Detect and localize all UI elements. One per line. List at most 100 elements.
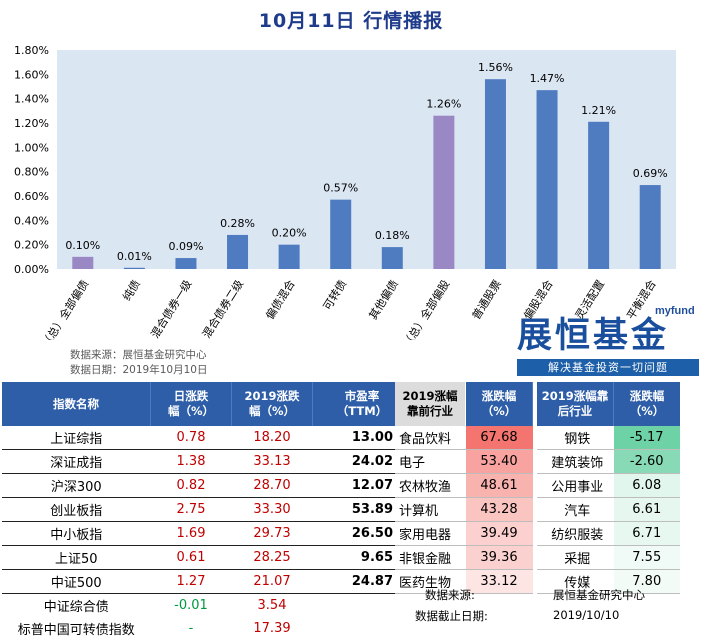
day-change: 1.27: [150, 569, 232, 594]
industry-row: 电子 53.40 建筑装饰 -2.60: [395, 449, 680, 474]
top-industry-change: 39.36: [465, 545, 533, 570]
bottom-industry-name: 传媒: [537, 569, 614, 594]
index-row: 中小板指 1.69 29.73 26.50: [2, 521, 411, 546]
y-tick-label: 0.60%: [14, 190, 49, 203]
ytd-change: 21.07: [231, 569, 313, 594]
pe-value: [313, 617, 412, 640]
pe-value: 53.89: [312, 497, 411, 522]
y-tick-label: 0.40%: [14, 214, 49, 227]
pe-value: 13.00: [312, 426, 411, 450]
index-row: 中证500 1.27 21.07 24.87: [2, 569, 411, 594]
bar-data-label: 1.56%: [478, 61, 513, 74]
bottom-industry-change: -2.60: [613, 449, 680, 474]
day-change: 0.61: [150, 545, 232, 570]
plot-area: [57, 50, 676, 269]
name: 创业板指: [2, 497, 151, 522]
chart-source: 数据来源：展恒基金研究中心: [70, 349, 207, 361]
y-tick-label: 1.00%: [14, 141, 49, 154]
y-tick-label: 1.40%: [14, 93, 49, 106]
header-index-name: 指数名称: [2, 382, 151, 426]
top-industry-name: 计算机: [395, 497, 466, 522]
bar-data-label: 0.01%: [117, 250, 152, 263]
name: 中证500: [2, 569, 151, 594]
industry-row: 非银金融 39.36 采掘 7.55: [395, 545, 680, 570]
top-industry-change: 48.61: [465, 473, 533, 498]
pe-value: 24.02: [312, 449, 411, 474]
day-change: 2.75: [150, 497, 232, 522]
bottom-industry-name: 采掘: [537, 545, 614, 570]
bar: [175, 258, 197, 269]
bar: [330, 199, 352, 269]
table-source-label: 数据来源:: [425, 588, 475, 602]
pe-value: 26.50: [312, 521, 411, 546]
day-change: 0.78: [150, 426, 232, 450]
index-table: 指数名称 日涨跌 幅（%） 2019涨跌 幅（%） 市盈率 （TTM） 上证综指…: [2, 382, 411, 640]
day-change: 1.38: [150, 449, 232, 474]
ytd-change: 29.73: [231, 521, 313, 546]
index-row: 标普中国可转债指数 - 17.39: [2, 617, 411, 640]
top-industry-name: 医药生物: [395, 569, 466, 594]
industry-row: 农林牧渔 48.61 公用事业 6.08: [395, 473, 680, 498]
bottom-industry-change: 7.80: [613, 569, 680, 594]
industry-row: 计算机 43.28 汽车 6.61: [395, 497, 680, 522]
index-row: 创业板指 2.75 33.30 53.89: [2, 497, 411, 522]
name: 上证50: [2, 545, 151, 570]
bottom-industry-name: 汽车: [537, 497, 614, 522]
bar: [123, 267, 145, 269]
bar-data-label: 1.47%: [530, 72, 565, 85]
industry-row: 家用电器 39.49 纺织服装 6.71: [395, 521, 680, 546]
pe-value: 24.87: [312, 569, 411, 594]
bottom-industry-name: 钢铁: [537, 426, 614, 450]
index-row: 上证综指 0.78 18.20 13.00: [2, 426, 411, 450]
top-industry-change: 53.40: [465, 449, 533, 474]
header-top-industry: 2019涨幅 靠前行业: [395, 382, 466, 426]
bar-data-label: 0.18%: [375, 229, 410, 242]
top-industry-name: 食品饮料: [395, 426, 466, 450]
x-tick-label: 混合债券一级: [148, 277, 195, 340]
table-cutoff-label: 数据截止日期:: [415, 609, 488, 623]
chart-date: 数据日期：2019年10月10日: [70, 364, 208, 376]
y-tick-label: 1.20%: [14, 117, 49, 130]
bar: [227, 234, 249, 269]
x-tick-label: （总）全部偏股: [400, 277, 453, 340]
bottom-industry-change: 6.08: [613, 473, 680, 498]
page-title: 10月11日 行情播报: [258, 10, 444, 32]
bar-data-label: 1.21%: [581, 104, 616, 117]
top-industry-change: 43.28: [465, 497, 533, 522]
bar-data-label: 0.69%: [633, 167, 668, 180]
y-tick-label: 1.80%: [14, 44, 49, 57]
day-change: -0.01: [174, 598, 208, 613]
day-change: 1.69: [150, 521, 232, 546]
bar: [433, 115, 455, 269]
x-tick-label: 可转债: [320, 277, 349, 312]
header-pe: 市盈率 （TTM）: [312, 382, 411, 426]
bar-data-label: 0.28%: [220, 217, 255, 230]
name: 中证综合债: [43, 600, 109, 615]
day-change: 0.82: [150, 473, 232, 498]
header-day-change: 日涨跌 幅（%）: [150, 382, 232, 426]
ytd-change: 17.39: [253, 621, 291, 636]
y-tick-label: 0.80%: [14, 166, 49, 179]
ytd-change: 28.70: [231, 473, 313, 498]
bar: [484, 79, 506, 269]
brand-slogan: 解决基金投资一切问题: [517, 359, 699, 376]
name: 沪深300: [2, 473, 151, 498]
bar-data-label: 0.09%: [168, 240, 203, 253]
bar-data-label: 1.26%: [426, 98, 461, 111]
top-industry-name: 非银金融: [395, 545, 466, 570]
y-tick-label: 0.20%: [14, 239, 49, 252]
industry-row: 医药生物 33.12 传媒 7.80: [395, 569, 680, 594]
pe-value: 12.07: [312, 473, 411, 498]
y-tick-label: 1.60%: [14, 68, 49, 81]
bar-data-label: 0.57%: [323, 182, 358, 195]
top-industry-change: 33.12: [465, 569, 533, 594]
top-industry-name: 家用电器: [395, 521, 466, 546]
bar: [381, 247, 403, 269]
header-bottom-industry: 2019涨幅靠 后行业: [537, 382, 614, 426]
pe-value: 9.65: [312, 545, 411, 570]
pe-value: [313, 594, 412, 618]
bar: [588, 121, 610, 270]
top-industry-name: 电子: [395, 449, 466, 474]
industry-row: 食品饮料 67.68 钢铁 -5.17: [395, 426, 680, 450]
day-change: -: [188, 621, 194, 636]
